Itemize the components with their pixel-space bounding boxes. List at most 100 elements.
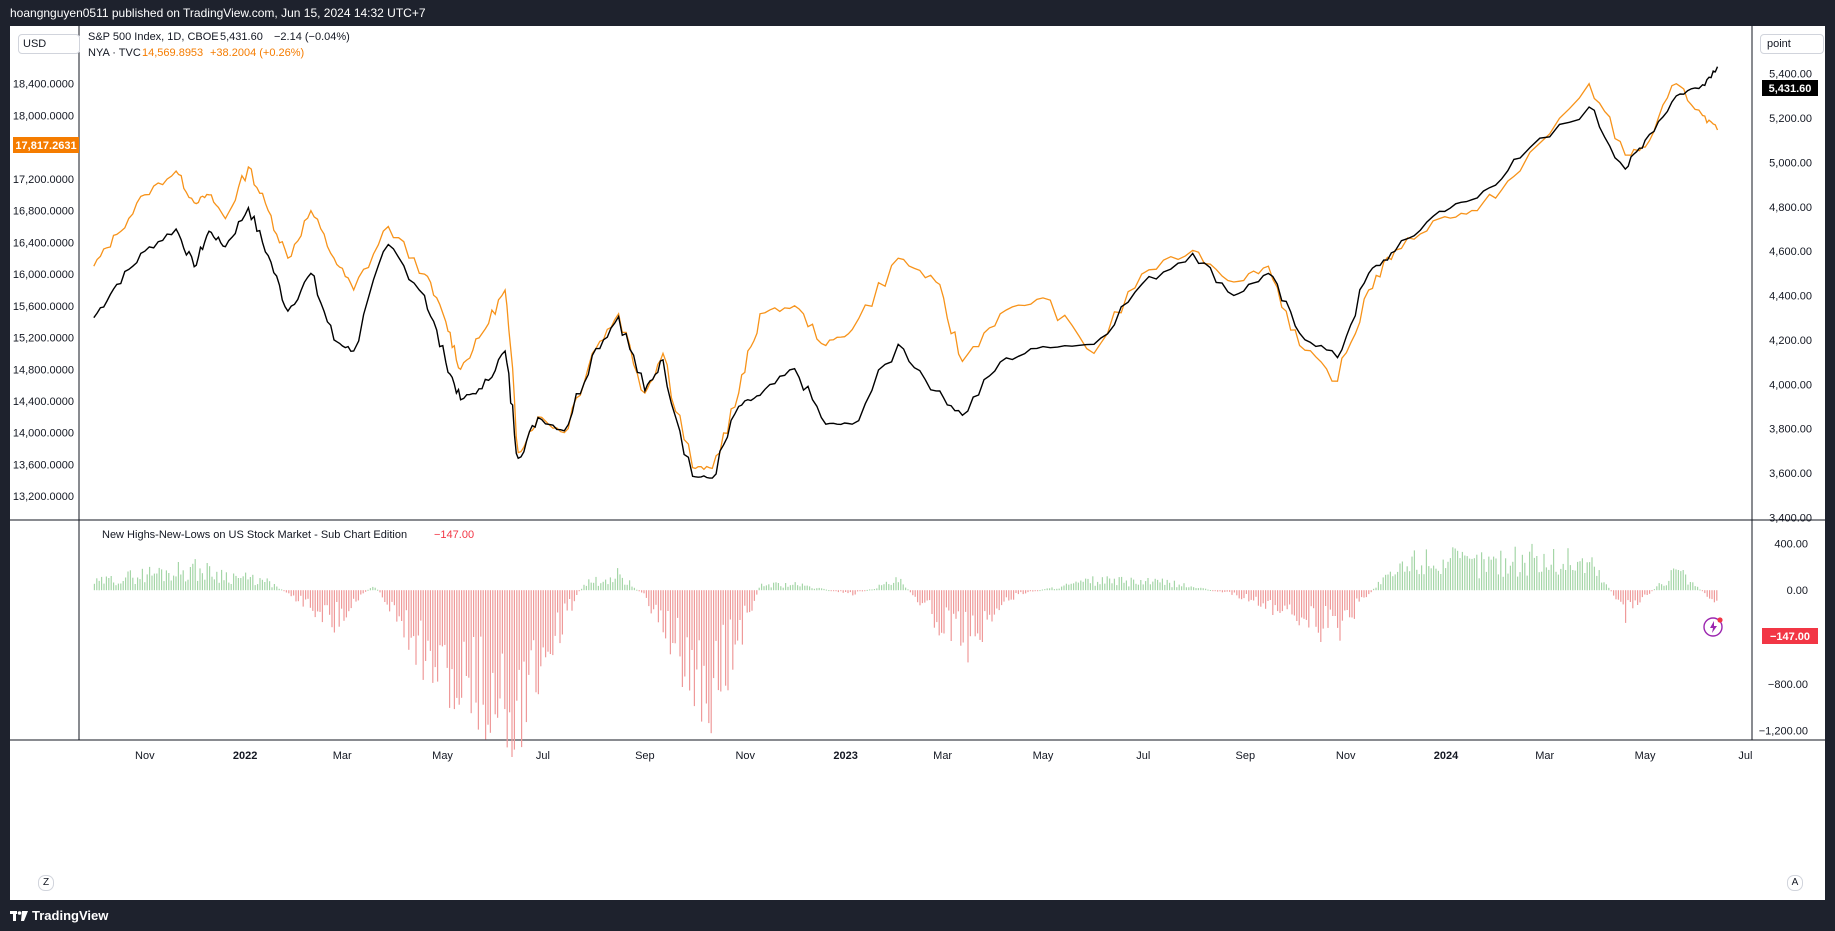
indicator-bar	[1111, 583, 1113, 591]
indicator-bar	[1181, 586, 1183, 591]
indicator-bar	[830, 590, 832, 592]
indicator-bar	[1257, 590, 1259, 606]
left-axis-tick-label: 17,200.0000	[13, 174, 74, 186]
indicator-bar	[1068, 584, 1070, 591]
indicator-bar	[437, 590, 439, 682]
indicator-bar	[1159, 582, 1161, 591]
time-axis-tick-label: 2022	[233, 750, 257, 762]
indicator-bar	[751, 590, 753, 611]
indicator-bar	[389, 590, 391, 612]
indicator-bar	[1711, 590, 1713, 600]
currency-button[interactable]: USD	[18, 34, 80, 54]
indicator-bar	[281, 589, 283, 591]
nya-price-label-bg	[13, 137, 79, 153]
indicator-bar	[681, 590, 683, 687]
indicator-bar	[761, 583, 763, 591]
indicator-bar	[489, 590, 491, 733]
indicator-bar	[833, 590, 835, 592]
indicator-bar	[1589, 562, 1591, 591]
indicator-bar	[1008, 590, 1010, 601]
indicator-bar	[1418, 574, 1420, 591]
indicator-bar	[197, 580, 199, 591]
indicator-bar	[713, 590, 715, 679]
chart-canvas[interactable]: 18,400.000018,000.000017,600.000017,200.…	[10, 26, 1825, 900]
indicator-bar	[1051, 587, 1053, 591]
indicator-bar	[1685, 574, 1687, 591]
indicator-bar	[1572, 570, 1574, 591]
indicator-bar	[237, 578, 239, 591]
unit-button[interactable]: point	[1760, 34, 1824, 54]
indicator-bar	[345, 590, 347, 618]
indicator-bar	[765, 585, 767, 591]
indicator-bar	[888, 584, 890, 591]
indicator-bar	[1449, 558, 1451, 591]
right-price-axis[interactable]: 5,400.00 5,200.00 5,000.00 4,800.00 4,600.00…	[1769, 69, 1812, 525]
zoom-button[interactable]: Z	[38, 875, 54, 891]
indicator-bar	[636, 589, 638, 591]
indicator-bar	[257, 584, 259, 591]
tradingview-brand[interactable]: TradingView	[10, 908, 108, 923]
left-price-axis[interactable]: 18,400.000018,000.000017,600.000017,200.…	[13, 79, 74, 503]
indicator-bar	[266, 578, 268, 591]
indicator-bar	[708, 590, 710, 724]
indicator-bar	[381, 590, 383, 598]
indicator-bar	[252, 574, 254, 591]
indicator-bar	[893, 582, 895, 591]
indicator-bar	[929, 590, 931, 601]
lightning-icon[interactable]	[1703, 617, 1723, 637]
indicator-bar	[511, 590, 513, 757]
indicator-bar	[540, 590, 542, 667]
indicator-bar	[211, 576, 213, 591]
indicator-bar	[1121, 576, 1123, 591]
indicator-bar	[1176, 587, 1178, 591]
indicator-bar	[614, 578, 616, 591]
indicator-bar	[1620, 590, 1622, 602]
right-axis-tick-label: 3,600.00	[1769, 468, 1812, 480]
time-axis-tick-label: May	[432, 750, 453, 762]
indicator-bar	[909, 590, 911, 593]
indicator-bar	[811, 588, 813, 591]
indicator-bar	[1010, 590, 1012, 600]
indicator-bar	[456, 590, 458, 698]
indicator-bar	[1322, 590, 1324, 629]
time-axis[interactable]: Nov 2022 Mar May Jul Sep Nov 2023 Mar May Jul Sep No…	[135, 750, 1752, 762]
indicator-bar	[801, 583, 803, 591]
indicator-bar	[955, 590, 957, 619]
indicator-bar	[137, 577, 139, 591]
indicator-bar	[1245, 590, 1247, 594]
indicator-bar	[989, 590, 991, 615]
indicator-bar	[967, 590, 969, 663]
indicator-bar	[1473, 558, 1475, 591]
indicator-bar	[1301, 590, 1303, 618]
indicator-bar	[1469, 558, 1471, 591]
indicator-bar	[1250, 590, 1252, 600]
indicator-bar	[1164, 584, 1166, 591]
indicator-bar	[1279, 590, 1281, 613]
indicator-bar	[408, 590, 410, 650]
indicator-bar	[393, 590, 395, 606]
indicator-bar	[597, 585, 599, 591]
indicator-bar	[530, 590, 532, 651]
indicator-bar	[1617, 590, 1619, 600]
indicator-bar	[1118, 577, 1120, 591]
indicator-bar	[960, 590, 962, 646]
indicator-bar	[492, 590, 494, 673]
indicator-bar	[1423, 574, 1425, 591]
indicator-bar	[1632, 590, 1634, 609]
indicator-bar	[619, 574, 621, 591]
indicator-bar	[465, 590, 467, 676]
indicator-bar	[655, 590, 657, 605]
indicator-axis-tick-label: −1,200.00	[1759, 726, 1808, 738]
indicator-bar	[1123, 582, 1125, 591]
indicator-bar	[1377, 581, 1379, 591]
indicator-bar	[1382, 577, 1384, 591]
left-axis-tick-label: 15,600.0000	[13, 301, 74, 313]
indicator-bar	[1077, 582, 1079, 591]
indicator-bar	[1188, 587, 1190, 591]
indicator-bar	[977, 590, 979, 634]
auto-scale-button[interactable]: A	[1787, 875, 1803, 891]
indicator-bar	[686, 590, 688, 638]
indicator-bar	[1056, 588, 1058, 591]
indicator-bar	[153, 573, 155, 591]
indicator-bar	[1481, 552, 1483, 591]
